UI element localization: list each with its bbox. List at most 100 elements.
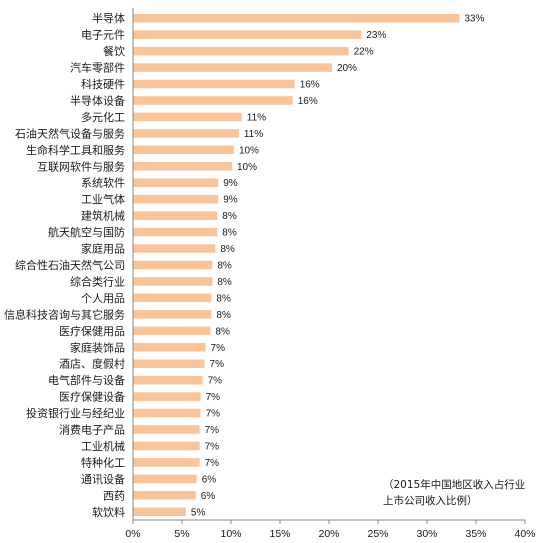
category-label: 生命科学工具和服务 xyxy=(26,143,125,157)
bar xyxy=(133,227,218,237)
value-label: 33% xyxy=(464,14,484,25)
value-label: 8% xyxy=(216,310,231,321)
value-label: 20% xyxy=(337,63,357,74)
value-label: 23% xyxy=(366,30,386,41)
bar xyxy=(133,178,219,188)
value-label: 9% xyxy=(223,195,238,206)
value-label: 7% xyxy=(205,425,220,436)
value-label: 8% xyxy=(222,211,237,222)
category-label: 医疗保健用品 xyxy=(59,324,125,338)
bar xyxy=(133,30,362,39)
category-label: 综合性石油天然气公司 xyxy=(15,258,125,272)
bar xyxy=(133,458,200,467)
value-label: 11% xyxy=(244,129,263,140)
bar xyxy=(133,112,242,122)
annotation-line-1: （2015年中国地区收入占行业 xyxy=(383,478,525,491)
category-label: 消费电子产品 xyxy=(59,423,125,437)
x-tick-label: 0% xyxy=(125,528,140,540)
category-label: 特种化工 xyxy=(81,455,125,469)
bar xyxy=(133,63,332,72)
bar xyxy=(133,145,234,155)
category-label: 半导体设备 xyxy=(70,93,125,107)
bar xyxy=(133,392,201,401)
value-label: 16% xyxy=(300,80,320,91)
x-axis xyxy=(132,8,526,524)
category-label: 酒店、度假村 xyxy=(59,357,125,371)
bars-group xyxy=(133,13,460,517)
category-label: 互联网软件与服务 xyxy=(37,159,125,173)
category-label: 多元化工 xyxy=(81,110,125,124)
value-label: 22% xyxy=(354,47,374,58)
category-label: 餐饮 xyxy=(103,44,125,58)
category-label: 综合类行业 xyxy=(70,274,125,288)
value-label: 8% xyxy=(217,277,232,288)
value-label: 8% xyxy=(222,228,237,239)
bar xyxy=(133,375,203,385)
category-label: 工业气体 xyxy=(81,192,125,206)
value-label: 7% xyxy=(205,458,220,469)
category-label: 通讯设备 xyxy=(81,472,125,486)
category-label: 系统软件 xyxy=(81,176,125,190)
value-label: 10% xyxy=(237,162,257,173)
x-tick-label: 10% xyxy=(220,528,241,540)
bar xyxy=(133,96,293,105)
value-label: 6% xyxy=(201,491,216,502)
value-label: 7% xyxy=(206,392,221,403)
bar xyxy=(133,441,200,451)
annotation-line-2: 上市公司收入比例） xyxy=(383,494,478,507)
x-tick-label: 30% xyxy=(416,528,437,540)
value-label: 7% xyxy=(211,343,226,354)
value-labels: 33% 23% 22% 20% 16% 16% 11% 11% 10% 10% 9% 9% 8% 8% 8%… xyxy=(191,14,485,519)
category-label: 汽车零部件 xyxy=(70,61,125,75)
bar xyxy=(133,244,216,253)
bar xyxy=(133,46,349,56)
bar xyxy=(133,425,200,434)
category-label: 电气部件与设备 xyxy=(48,373,125,387)
category-label: 医疗保健设备 xyxy=(59,390,125,404)
x-tick-labels: 0% 5% 10% 15% 20% 25% 30% 35% 40% xyxy=(125,528,535,540)
value-label: 6% xyxy=(202,474,217,485)
bar xyxy=(133,491,196,500)
bar xyxy=(133,194,219,204)
value-label: 8% xyxy=(216,293,231,304)
bar xyxy=(133,162,232,171)
bar xyxy=(133,260,213,270)
value-label: 10% xyxy=(239,145,259,156)
value-label: 7% xyxy=(206,409,221,420)
category-label: 航天航空与国防 xyxy=(48,225,125,239)
x-tick-label: 40% xyxy=(514,528,535,540)
category-label: 科技硬件 xyxy=(81,77,125,91)
value-label: 11% xyxy=(247,112,266,123)
bar xyxy=(133,293,212,303)
bar xyxy=(133,342,206,352)
value-label: 5% xyxy=(191,507,206,518)
x-tick-label: 15% xyxy=(269,528,290,540)
bar xyxy=(133,13,460,23)
value-label: 7% xyxy=(205,441,220,452)
value-label: 7% xyxy=(208,376,223,387)
bar xyxy=(133,359,205,368)
value-label: 8% xyxy=(215,326,230,337)
category-label: 家庭装饰品 xyxy=(70,340,125,354)
bar xyxy=(133,79,295,89)
category-label: 个人用品 xyxy=(81,292,125,305)
category-label: 半导体 xyxy=(92,11,125,25)
category-label: 家庭用品 xyxy=(81,242,125,256)
bar xyxy=(133,277,213,286)
category-label: 建筑机械 xyxy=(81,209,125,223)
category-label: 石油天然气设备与服务 xyxy=(15,126,125,140)
bar xyxy=(133,326,211,336)
x-tick-label: 20% xyxy=(318,528,339,540)
bar xyxy=(133,507,186,517)
bar xyxy=(133,211,218,220)
value-label: 8% xyxy=(217,261,232,272)
category-label: 西药 xyxy=(103,489,125,502)
category-label: 信息科技咨询与其它服务 xyxy=(4,307,125,321)
bar xyxy=(133,474,197,484)
category-label: 软饮料 xyxy=(92,505,125,519)
bar xyxy=(133,129,239,138)
x-tick-label: 5% xyxy=(174,528,189,540)
category-label: 电子元件 xyxy=(81,29,125,42)
bar xyxy=(133,408,201,418)
